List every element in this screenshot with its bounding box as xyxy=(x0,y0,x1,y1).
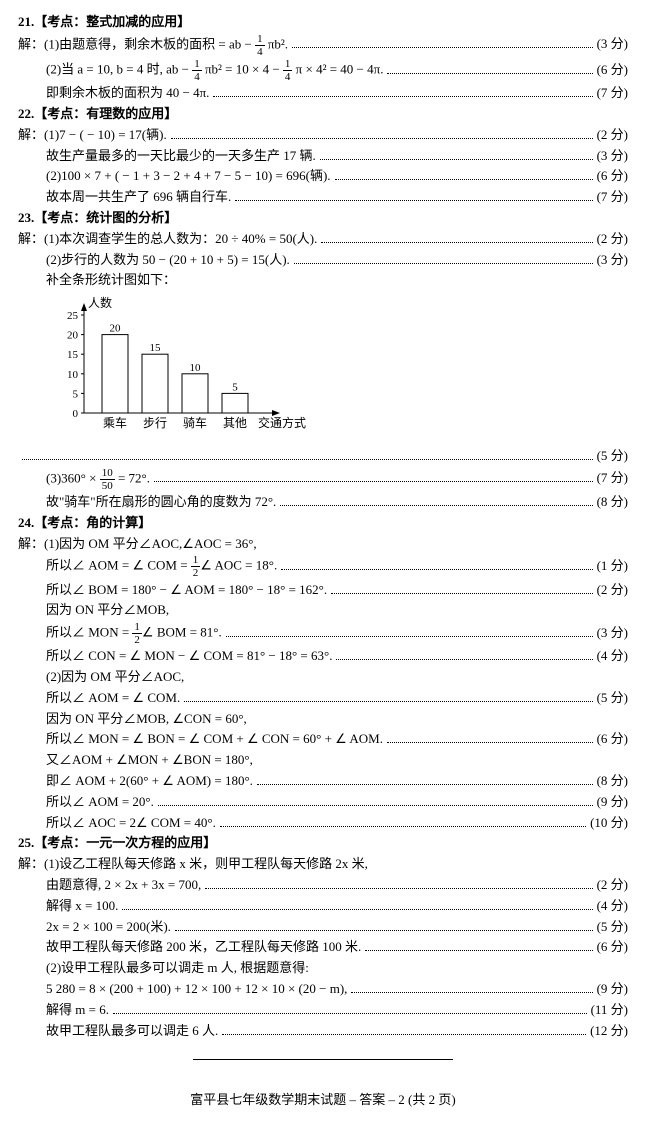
svg-text:步行: 步行 xyxy=(143,416,167,430)
q24-l1: 所以∠ AOM = ∠ COM = 12∠ AOC = 18°. xyxy=(46,554,277,579)
q23-l6: 故"骑车"所在扇形的圆心角的度数为 72°. xyxy=(46,492,276,513)
q24-l8: 即∠ AOM + 2(60° + ∠ AOM) = 180°. xyxy=(46,771,253,792)
q24-l10: 所以∠ AOC = 2∠ COM = 40°. xyxy=(46,813,216,834)
q21-num: 21. xyxy=(18,14,34,29)
q24-num: 24. xyxy=(18,515,34,530)
q21-l3-pts: (7 分) xyxy=(597,83,628,104)
svg-text:10: 10 xyxy=(67,369,79,381)
q24-l5: 所以∠ AOM = ∠ COM. xyxy=(46,688,180,709)
q24-l2b: 因为 ON 平分∠MOB, xyxy=(18,600,628,621)
svg-text:20: 20 xyxy=(110,323,122,335)
q21-l1-pts: (3 分) xyxy=(597,34,628,55)
svg-text:25: 25 xyxy=(67,310,79,322)
q23-l5: (3)360° × 1050 = 72°. xyxy=(46,467,150,492)
q21-head: 【考点：整式加减的应用】 xyxy=(34,14,190,29)
svg-text:交通方式: 交通方式 xyxy=(258,415,306,430)
q25-l4: 故甲工程队每天修路 200 米，乙工程队每天修路 100 米. xyxy=(46,937,361,958)
q24-l4: 所以∠ CON = ∠ MON − ∠ COM = 81° − 18° = 63… xyxy=(46,646,332,667)
svg-text:10: 10 xyxy=(190,362,202,374)
q24-l6b: 又∠AOM + ∠MON + ∠BON = 180°, xyxy=(18,750,628,771)
q21-l3: 即剩余木板的面积为 40 − 4π. xyxy=(46,83,209,104)
q25-num: 25. xyxy=(18,835,34,850)
q22-l4: 故本周一共生产了 696 辆自行车. xyxy=(46,187,231,208)
q23-l2: (2)步行的人数为 50 − (20 + 10 + 5) = 15(人). xyxy=(46,250,290,271)
svg-text:其他: 其他 xyxy=(223,416,247,430)
q21-l2: (2)当 a = 10, b = 4 时, ab − 14 πb² = 10 ×… xyxy=(46,58,383,83)
q24-l3: 所以∠ MON = 12∠ BOM = 81°. xyxy=(46,621,222,646)
svg-text:骑车: 骑车 xyxy=(183,415,207,430)
svg-text:0: 0 xyxy=(73,408,79,420)
q22-l1: 解：(1)7 − ( − 10) = 17(辆). xyxy=(18,125,167,146)
q24-l4b: (2)因为 OM 平分∠AOC, xyxy=(18,667,628,688)
q25-l4b: (2)设甲工程队最多可以调走 m 人, 根据题意得: xyxy=(18,958,628,979)
q25-head: 【考点：一元一次方程的应用】 xyxy=(34,835,216,850)
q24-l9: 所以∠ AOM = 20°. xyxy=(46,792,154,813)
svg-text:5: 5 xyxy=(73,389,79,401)
q22-num: 22. xyxy=(18,106,34,121)
q24-l5b: 因为 ON 平分∠MOB, ∠CON = 60°, xyxy=(18,709,628,730)
q25-l7: 故甲工程队最多可以调走 6 人. xyxy=(46,1021,218,1042)
q24-l6: 所以∠ MON = ∠ BON = ∠ COM + ∠ CON = 60° + … xyxy=(46,729,383,750)
q21-l2-pts: (6 分) xyxy=(597,60,628,81)
q25-l2: 解得 x = 100. xyxy=(46,896,118,917)
svg-text:人数: 人数 xyxy=(88,295,112,310)
q23-num: 23. xyxy=(18,210,34,225)
svg-text:20: 20 xyxy=(67,330,79,342)
q25-l3: 2x = 2 × 100 = 200(米). xyxy=(46,917,171,938)
q25-l0: 解：(1)设乙工程队每天修路 x 米，则甲工程队每天修路 2x 米, xyxy=(18,854,628,875)
q22-l2: 故生产量最多的一天比最少的一天多生产 17 辆. xyxy=(46,146,316,167)
q25-l5: 5 280 = 8 × (200 + 100) + 12 × 100 + 12 … xyxy=(46,979,347,1000)
q21-l1: 解：(1)由题意得，剩余木板的面积 = ab − 14 πb². xyxy=(18,33,288,58)
page-footer: 富平县七年级数学期末试题 – 答案 – 2 (共 2 页) xyxy=(18,1084,628,1111)
q25-l1: 由题意得, 2 × 2x + 3x = 700, xyxy=(46,875,201,896)
svg-text:乘车: 乘车 xyxy=(103,415,127,430)
q24-l0: 解：(1)因为 OM 平分∠AOC,∠AOC = 36°, xyxy=(18,534,628,555)
q23-l3: 补全条形统计图如下： xyxy=(18,270,628,291)
q23-l1: 解：(1)本次调查学生的总人数为：20 ÷ 40% = 50(人). xyxy=(18,229,317,250)
svg-text:15: 15 xyxy=(150,342,162,354)
q22-head: 【考点：有理数的应用】 xyxy=(34,106,177,121)
q24-l2: 所以∠ BOM = 180° − ∠ AOM = 180° − 18° = 16… xyxy=(46,580,327,601)
q22-l3: (2)100 × 7 + ( − 1 + 3 − 2 + 4 + 7 − 5 −… xyxy=(46,166,331,187)
q24-head: 【考点：角的计算】 xyxy=(34,515,151,530)
bar-chart: 25 20 15 10 5 0 人数交通方式 20 乘车 15 步行 10 骑车 5 其他 xyxy=(46,295,628,442)
q23-head: 【考点：统计图的分析】 xyxy=(34,210,177,225)
svg-text:5: 5 xyxy=(232,382,238,394)
q25-l6: 解得 m = 6. xyxy=(46,1000,109,1021)
q23-l4-pts: (5 分) xyxy=(597,446,628,467)
svg-text:15: 15 xyxy=(67,349,79,361)
